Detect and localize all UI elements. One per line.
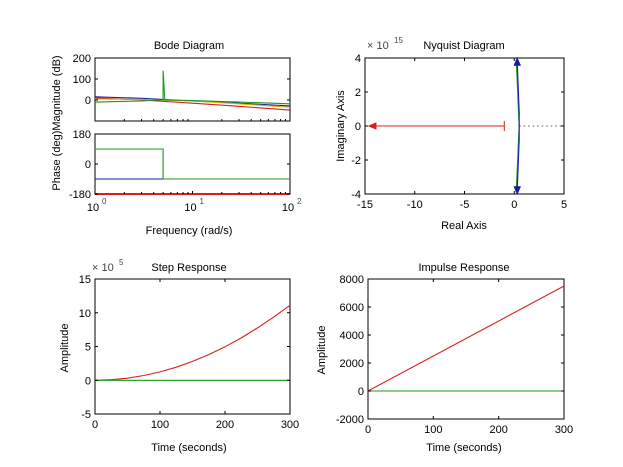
step-title: Step Response [151, 262, 226, 274]
impulse-frame [367, 278, 565, 420]
step-response-plot: Step Response × 10 5 Amplitude Time (sec… [59, 258, 299, 454]
step-series-red [94, 304, 291, 381]
step-ylabel: Amplitude [59, 324, 71, 373]
step-xlabel: Time (seconds) [151, 442, 226, 454]
step-xtick-label: 100 [151, 419, 169, 431]
nyquist-ytick-label: 4 [355, 53, 361, 65]
bode-xtick-label: 10 [184, 202, 196, 214]
impulse-xtick-label: 100 [424, 424, 442, 436]
nyquist-marker-arrow-left [367, 122, 377, 130]
nyquist-xtick-label: -10 [407, 199, 423, 211]
impulse-ytick-label: 0 [358, 386, 364, 398]
bode-title: Bode Diagram [154, 40, 224, 52]
impulse-xtick-label: 300 [555, 424, 573, 436]
bode-ylabel: Phase (deg)Magnitude (dB) [51, 55, 63, 190]
bode-magnitude-frame [94, 57, 291, 122]
bode-xlabel: Frequency (rad/s) [146, 225, 233, 237]
step-xtick-label: 300 [281, 419, 299, 431]
bode-plot: Bode Diagram Phase (deg)Magnitude (dB) F… [51, 40, 302, 237]
impulse-series-red [367, 285, 565, 392]
impulse-ytick-label: 6000 [340, 302, 364, 314]
nyquist-ytick-label: -4 [351, 189, 361, 201]
nyquist-xtick-label: 5 [561, 199, 567, 211]
step-ytick-label: -5 [81, 409, 91, 421]
step-xtick-label: 0 [92, 419, 98, 431]
nyquist-marker-arrow-down [513, 186, 521, 196]
bode-magnitude-axes: 0 100 200 [73, 53, 291, 122]
bode-xtick-exponent: 2 [297, 197, 302, 206]
step-xtick-label: 200 [216, 419, 234, 431]
bode-phase-ytick-label: 180 [73, 129, 91, 141]
impulse-title: Impulse Response [418, 262, 509, 274]
bode-phase-series-green [95, 148, 290, 180]
nyquist-ytick-label: -2 [351, 155, 361, 167]
nyquist-multiplier: × 10 [367, 40, 389, 52]
bode-magnitude-ytick-label: 0 [85, 95, 91, 107]
step-ytick-label: 15 [79, 274, 91, 286]
impulse-xtick-label: 0 [365, 424, 371, 436]
bode-phase-ytick-label: 0 [85, 159, 91, 171]
impulse-ytick-label: -2000 [336, 414, 364, 426]
nyquist-plot: Nyquist Diagram × 10 15 Imaginary Axis R… [335, 36, 567, 232]
bode-phase-frame [94, 133, 291, 195]
impulse-ylabel: Amplitude [316, 326, 328, 375]
impulse-ytick-label: 8000 [340, 274, 364, 286]
bode-magnitude-series-green [94, 70, 291, 105]
step-multiplier-exponent: 5 [119, 258, 124, 267]
bode-magnitude-ytick-label: 100 [73, 74, 91, 86]
nyquist-multiplier-exponent: 15 [394, 36, 403, 45]
impulse-xtick-label: 200 [489, 424, 507, 436]
impulse-ytick-label: 4000 [340, 330, 364, 342]
bode-xtick-exponent: 0 [102, 197, 107, 206]
nyquist-ytick-label: 2 [355, 87, 361, 99]
step-multiplier: × 10 [92, 262, 114, 274]
nyquist-marker-arrow-up [513, 56, 521, 66]
bode-phase-ytick-label: -180 [69, 189, 91, 201]
nyquist-ylabel: Imaginary Axis [335, 90, 347, 162]
nyquist-series-blue [516, 61, 520, 191]
nyquist-ytick-label: 0 [355, 121, 361, 133]
step-ytick-label: 5 [85, 342, 91, 354]
step-ytick-label: 0 [85, 375, 91, 387]
impulse-response-plot: Impulse Response Amplitude Time (seconds… [316, 262, 573, 454]
nyquist-xtick-label: -5 [460, 199, 470, 211]
bode-magnitude-ytick-label: 200 [73, 53, 91, 65]
bode-xtick-exponent: 1 [200, 197, 205, 206]
bode-xtick-label: 10 [87, 202, 99, 214]
nyquist-xlabel: Real Axis [441, 220, 487, 232]
nyquist-xtick-label: 0 [511, 199, 517, 211]
impulse-xlabel: Time (seconds) [426, 442, 501, 454]
impulse-ytick-label: 2000 [340, 358, 364, 370]
bode-xtick-label: 10 [282, 202, 294, 214]
nyquist-xtick-label: -15 [357, 199, 373, 211]
step-ytick-label: 10 [79, 308, 91, 320]
step-frame [94, 278, 291, 415]
nyquist-title: Nyquist Diagram [423, 40, 504, 52]
